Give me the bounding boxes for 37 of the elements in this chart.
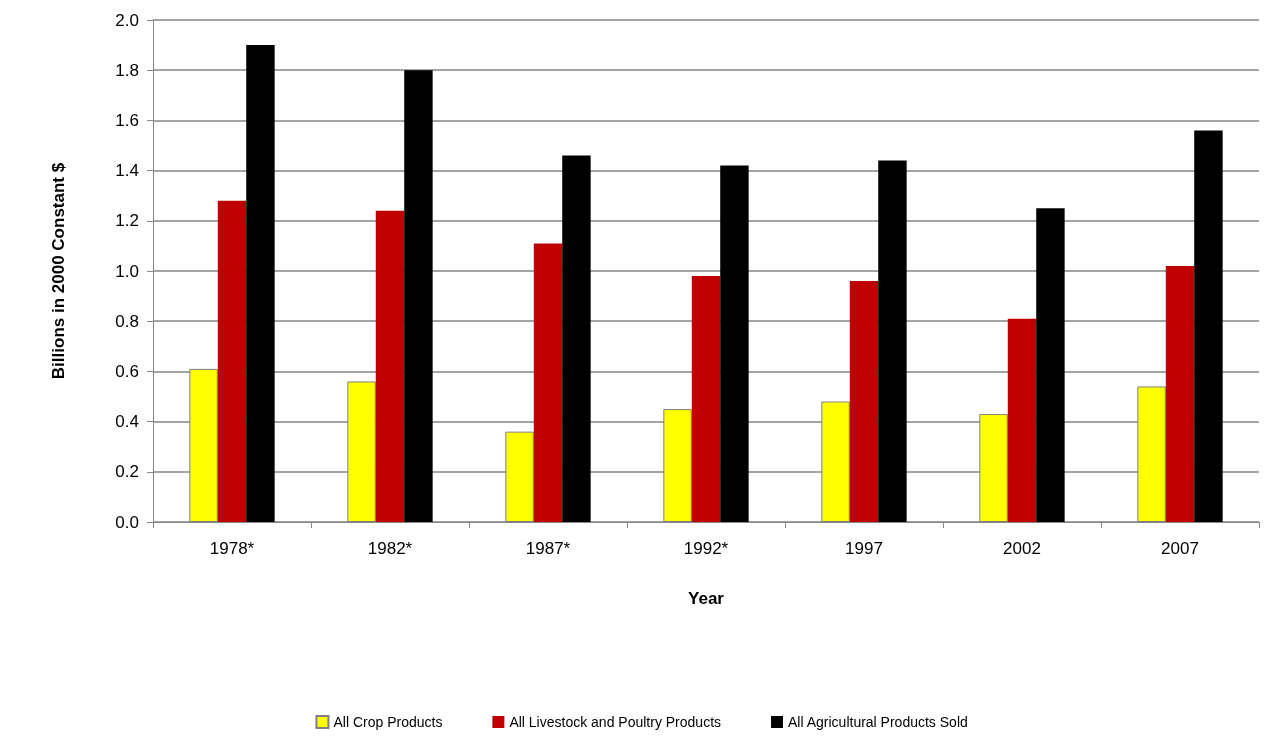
y-tick-label: 1.4 [115,161,139,181]
y-tick-label: 2.0 [115,10,139,30]
x-axis-title: Year [688,589,725,608]
x-tick-label: 2007 [1161,539,1199,558]
y-tick-label: 1.6 [115,110,139,130]
bar [720,165,749,522]
bar [691,276,721,522]
bar [1194,130,1223,522]
bar [1165,265,1195,522]
bar [1036,208,1065,522]
bar [878,160,907,522]
y-tick-label: 0.0 [115,512,139,532]
legend-label: All Agricultural Products Sold [788,714,968,730]
legend-label: All Crop Products [333,714,443,730]
y-tick-label: 0.8 [115,311,139,331]
y-axis-title: Billions in 2000 Constant $ [49,162,68,380]
y-tick-label: 0.4 [115,412,139,432]
x-tick-label: 1982* [367,539,413,558]
y-tick-label: 1.2 [115,211,139,231]
bar [404,70,433,522]
bar [375,210,405,522]
y-tick-label: 1.8 [115,60,139,80]
x-tick-label: 1987* [525,539,571,558]
bar [217,200,247,522]
bar [1007,318,1037,522]
x-tick-label: 2002 [1003,539,1041,558]
x-tick-label: 1992* [683,539,729,558]
y-tick-label: 1.0 [115,261,139,281]
bar [533,243,563,522]
y-tick-label: 0.2 [115,462,139,482]
legend-label: All Livestock and Poultry Products [509,714,722,730]
y-tick-label: 0.6 [115,361,139,381]
x-tick-label: 1978* [209,539,255,558]
bar [562,155,591,522]
bar [849,281,879,522]
x-tick-label: 1997 [845,539,883,558]
bar [246,45,275,522]
